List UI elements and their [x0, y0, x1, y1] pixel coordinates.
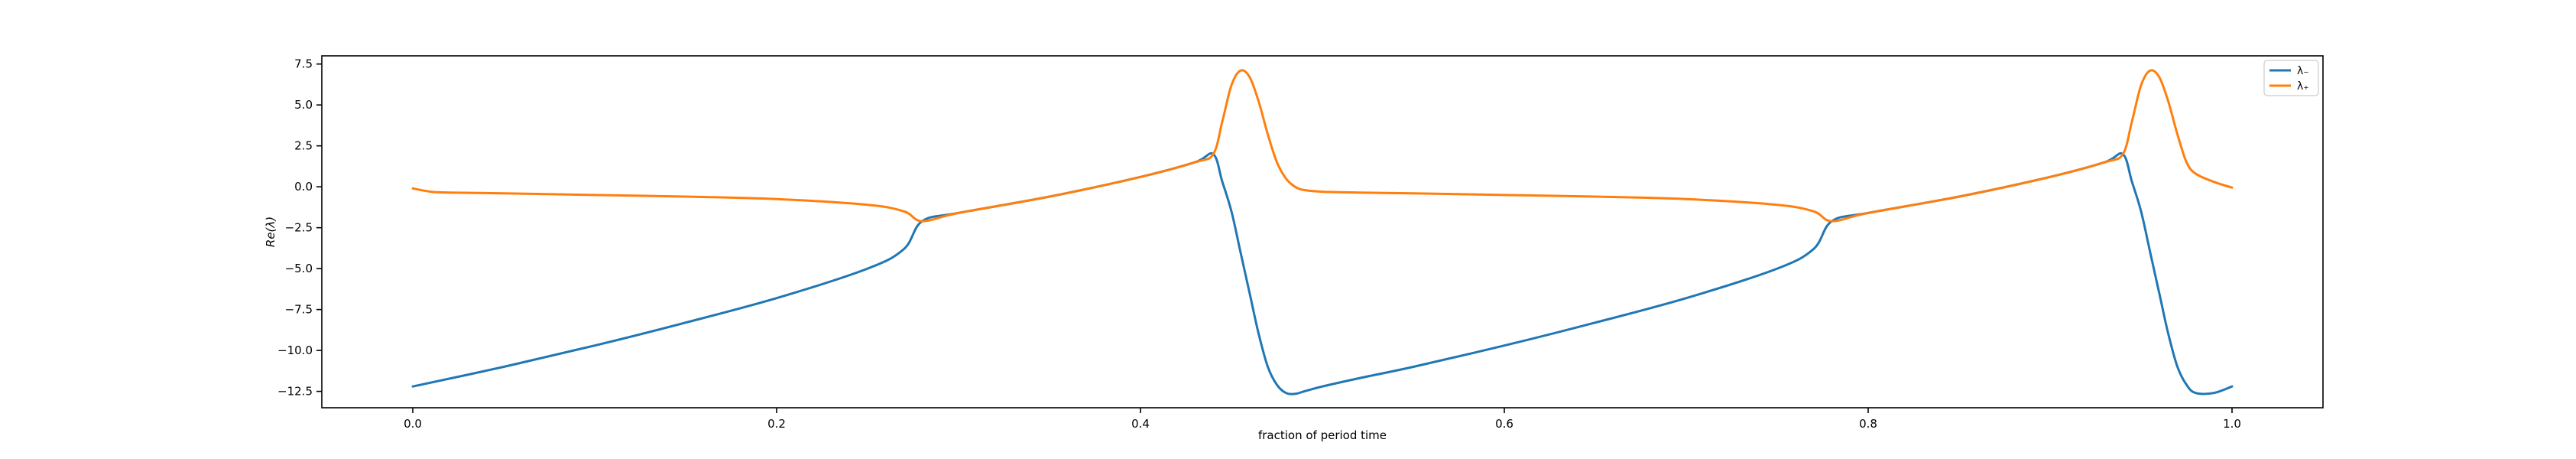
y-tick-label: −7.5 [285, 303, 313, 317]
legend-label-plus: λ₊ [2297, 80, 2309, 93]
series-line-minus [411, 151, 2234, 396]
y-tick-label: 2.5 [294, 139, 313, 153]
legend-label-minus: λ₋ [2297, 65, 2309, 77]
x-tick-label: 0.8 [1859, 417, 1877, 431]
plot-frame [321, 55, 2324, 409]
y-tick-label: 0.0 [294, 180, 313, 194]
y-tick-label: 5.0 [294, 98, 313, 112]
y-axis: 7.5 5.0 2.5 0.0 −2.5 −5.0 −7.5 −10.0 −12.5 [277, 57, 322, 399]
x-axis-label: fraction of period time [1258, 428, 1387, 442]
x-tick-label: 0.4 [1131, 417, 1150, 431]
series-layer [411, 69, 2234, 396]
y-tick-label: −2.5 [285, 221, 313, 235]
y-tick-label: −12.5 [277, 385, 313, 399]
y-axis-label: Re(λ) [264, 216, 277, 247]
legend: λ₋ λ₊ [2263, 60, 2319, 96]
x-tick-label: 0.6 [1495, 417, 1513, 431]
y-tick-label: −10.0 [277, 343, 313, 357]
series-line-plus [411, 69, 2234, 223]
x-axis: 0.0 0.2 0.4 0.6 0.8 1.0 [404, 408, 2241, 431]
x-tick-label: 1.0 [2223, 417, 2241, 431]
y-tick-label: −5.0 [285, 262, 313, 275]
legend-box [2263, 60, 2319, 96]
x-tick-label: 0.2 [767, 417, 786, 431]
x-tick-label: 0.0 [404, 417, 422, 431]
y-tick-label: 7.5 [294, 57, 313, 71]
